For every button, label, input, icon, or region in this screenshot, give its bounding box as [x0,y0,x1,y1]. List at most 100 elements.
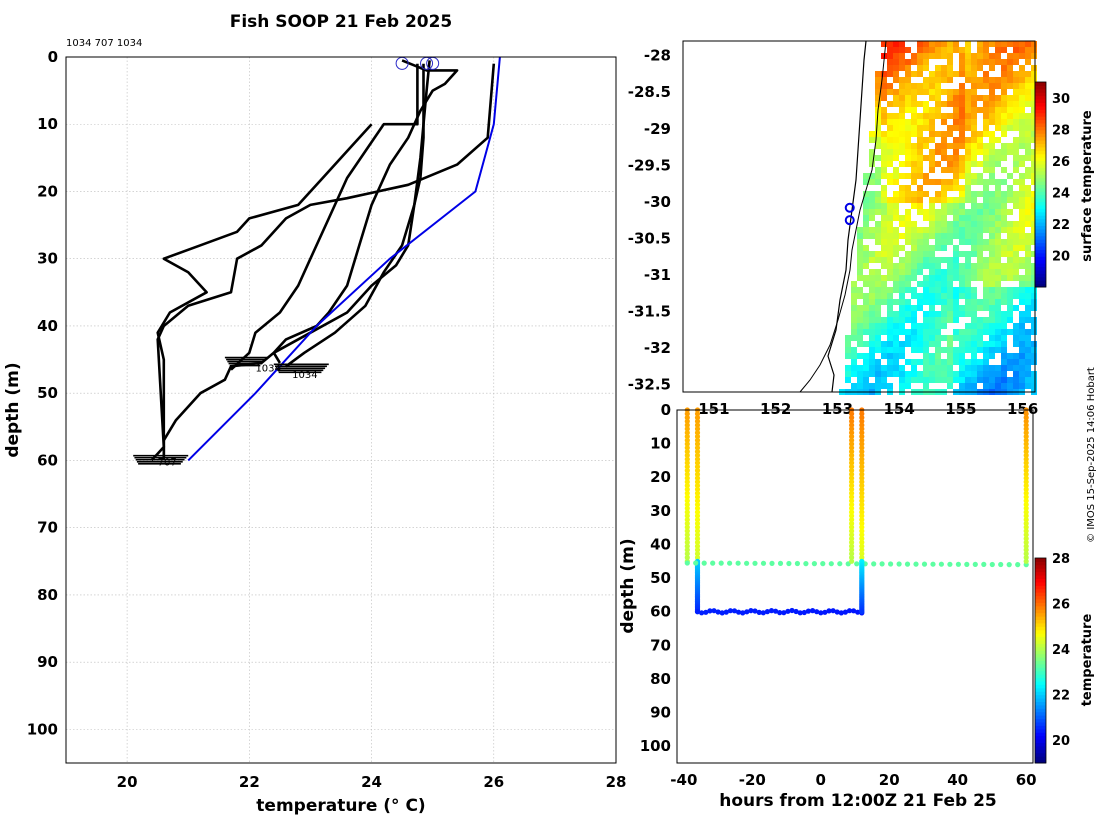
sst-cell [1013,287,1019,293]
data-point [859,532,865,538]
sst-cell [923,215,929,221]
sst-colorbar-segment [1035,133,1046,138]
sst-cell [1025,335,1031,341]
sst-cell [899,221,905,227]
sst-cell [965,215,971,221]
data-point [694,498,701,504]
sst-cell [983,155,989,161]
sst-cell [905,83,911,89]
sst-cell [959,71,965,77]
sst-cell [911,161,917,167]
sst-cell [995,341,1001,347]
sst-cell [971,359,977,365]
sst-cell [971,119,977,125]
sst-cell [917,173,923,179]
sst-cell [923,47,929,53]
sst-cell [863,263,869,269]
sst-cell [959,347,965,353]
sst-cell [863,353,869,359]
sst-cell [1001,83,1007,89]
sst-cell [905,95,911,101]
data-point [694,494,701,500]
sst-cell [1007,299,1013,305]
data-point [896,561,902,567]
sst-cell [1013,191,1019,197]
sst-cell [881,143,887,149]
sst-colorbar-segment [1035,153,1046,158]
sst-cell [923,65,929,71]
sst-cell [923,383,929,389]
data-point [694,479,701,485]
sst-colorbar-tick: 24 [1052,186,1070,201]
sst-cell [887,383,893,389]
sst-colorbar-segment [1035,136,1046,141]
sst-cell [1031,281,1037,287]
sst-cell [983,359,989,365]
sst-cell [971,155,977,161]
data-point [727,608,734,614]
sst-cell [1007,149,1013,155]
sst-cell [953,353,959,359]
sst-cell [1031,305,1037,311]
sst-cell [989,191,995,197]
data-point [838,610,844,616]
sst-cell [911,359,917,365]
sst-cell [893,215,899,221]
sst-cell [869,209,875,215]
temperature-colorbar-segment [1035,602,1046,607]
sst-cell [923,353,929,359]
sst-cell [995,197,1001,203]
sst-cell [1031,341,1037,347]
sst-cell [905,191,911,197]
sst-cell [995,371,1001,377]
temperature-colorbar-segment [1035,708,1046,713]
sst-cell [983,41,989,47]
sst-colorbar-segment [1035,92,1046,97]
sst-cell [995,149,1001,155]
sst-cell [959,203,965,209]
data-point [684,483,690,489]
sst-cell [1025,269,1031,275]
data-point [1023,437,1029,443]
sst-colorbar-segment [1035,126,1046,131]
data-point [1023,422,1029,428]
sst-cell [953,329,959,335]
sst-cell [971,89,977,95]
data-point [859,460,865,466]
sst-cell [863,233,869,239]
sst-cell [1013,371,1019,377]
sst-cell [947,359,953,365]
sst-cell [875,251,881,257]
sst-cell [893,191,899,197]
data-point [694,441,701,447]
sst-cell [1025,293,1031,299]
sst-cell [923,347,929,353]
sst-cell [941,335,947,341]
sst-cell [869,365,875,371]
data-point [846,608,853,614]
sst-cell [893,149,899,155]
sst-cell [929,155,935,161]
sst-cell [935,77,941,83]
data-point [859,551,865,557]
data-point [710,560,716,566]
sst-cell [953,119,959,125]
sst-cell [953,173,959,179]
data-point [694,532,701,538]
sst-cell [893,341,899,347]
sst-colorbar-segment [1035,198,1046,203]
sst-cell [983,281,989,287]
sst-cell [1031,95,1037,101]
data-point [684,505,690,511]
sst-cell [995,113,1001,119]
sst-cell [905,89,911,95]
point-label: 707 [158,457,177,468]
sst-cell [917,185,923,191]
sst-cell [887,209,893,215]
data-point [694,449,701,455]
sst-cell [929,257,935,263]
sst-cell [1013,341,1019,347]
sst-cell [1025,173,1031,179]
sst-cell [905,383,911,389]
sst-cell [1031,47,1037,53]
